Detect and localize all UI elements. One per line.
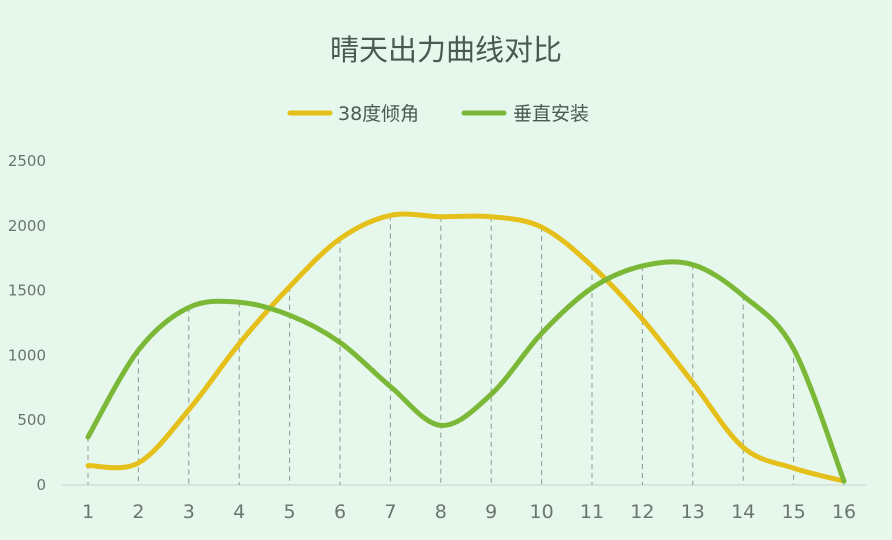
x-tick-label: 9 [485,501,497,523]
x-tick-label: 13 [681,501,705,523]
legend-label-vertical: 垂直安装 [513,103,589,125]
x-tick-label: 8 [435,501,447,523]
y-tick-label: 500 [17,411,46,429]
x-tick-label: 2 [132,501,144,523]
x-tick-label: 6 [334,501,346,523]
y-tick-label: 2000 [8,217,46,235]
x-tick-label: 7 [384,501,396,523]
series-layer [85,211,847,484]
x-tick-label: 16 [832,501,856,523]
x-axis: 1 2 3 4 5 6 7 8 9 10 11 12 13 14 15 16 [82,501,856,523]
y-tick-label: 0 [36,476,46,494]
x-tick-label: 14 [731,501,755,523]
series-line-38deg [85,211,847,484]
y-axis: 0 500 1000 1500 2000 2500 [8,152,46,494]
x-tick-label: 11 [580,501,604,523]
x-tick-label: 4 [233,501,245,523]
x-tick-label: 1 [82,501,94,523]
series-line-vertical [85,259,847,484]
x-tick-label: 10 [530,501,554,523]
legend-label-38deg: 38度倾角 [338,103,419,125]
chart-title: 晴天出力曲线对比 [330,33,562,67]
y-tick-label: 2500 [8,152,46,170]
x-tick-label: 3 [183,501,195,523]
legend: 38度倾角 垂直安装 [287,103,589,125]
drop-lines [87,215,845,485]
y-tick-label: 1000 [8,346,46,364]
x-tick-label: 5 [284,501,296,523]
y-tick-label: 1500 [8,282,46,300]
x-tick-label: 15 [782,501,806,523]
x-tick-label: 12 [630,501,654,523]
